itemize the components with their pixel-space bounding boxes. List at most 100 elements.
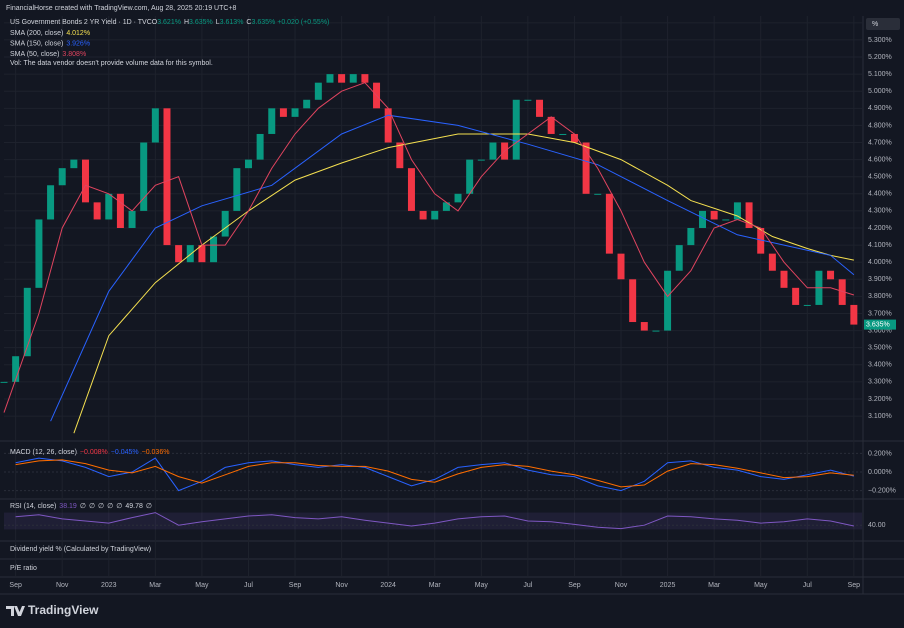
y-tick-label: 5.000% — [868, 88, 892, 95]
y-tick-label: 4.600% — [868, 156, 892, 163]
sma-name: SMA (50, close) — [10, 51, 59, 58]
candle — [268, 108, 276, 134]
indicator-title: MACD (12, 26, close) — [10, 449, 77, 456]
sma-legend: SMA (200, close) 4.012%SMA (150, close) 3.… — [10, 30, 90, 58]
candle — [605, 193, 613, 254]
indicator-line — [15, 459, 854, 488]
candle — [454, 193, 462, 203]
candle — [105, 193, 113, 220]
candle — [617, 253, 625, 280]
candle — [640, 322, 648, 331]
candle — [559, 133, 567, 135]
indicator-value: −0.036% — [142, 449, 170, 456]
x-tick-label: Sep — [9, 582, 22, 589]
candle — [652, 330, 660, 332]
logo — [6, 606, 25, 616]
y-tick-label: 4.200% — [868, 225, 892, 232]
indicator-value: −0.008% — [80, 449, 108, 456]
y-tick-label: 40.00 — [868, 522, 886, 529]
pane-separators — [0, 16, 904, 595]
ohlc-value: 3.635% — [189, 19, 213, 26]
y-tick-label: −0.200% — [868, 487, 896, 494]
indicator-value: 38.19 — [59, 503, 77, 510]
ohlc-key: C — [246, 19, 251, 26]
candle — [256, 133, 264, 160]
symbol: US Government Bonds 2 YR Yield · 1D · TV… — [10, 19, 152, 26]
candle — [338, 74, 346, 83]
sma-value: 3.926% — [66, 40, 90, 47]
indicator-value: ∅ — [89, 503, 95, 510]
candle — [12, 356, 20, 382]
candle — [768, 253, 776, 271]
candle — [233, 168, 241, 211]
logo-text: TradingView — [28, 603, 99, 617]
candle — [140, 142, 148, 211]
candle — [489, 142, 497, 160]
candle — [570, 133, 578, 143]
last-price-label: 3.635% — [866, 321, 890, 328]
indicator-value: ∅ — [80, 503, 86, 510]
candle — [710, 210, 718, 220]
y-tick-label: 3.200% — [868, 396, 892, 403]
y-tick-label: 4.000% — [868, 259, 892, 266]
candle — [780, 270, 788, 288]
candle — [850, 304, 858, 325]
x-tick-label: Mar — [708, 582, 721, 589]
indicator-legend: RSI (14, close) 38.19 ∅ ∅ ∅ ∅ ∅ 49.78 ∅ — [10, 503, 152, 510]
volume-note: Vol: The data vendor doesn't provide vol… — [10, 60, 213, 67]
x-tick-label: Nov — [335, 582, 348, 589]
indicator-value: −0.045% — [111, 449, 139, 456]
candle — [35, 219, 43, 288]
y-tick-label: 5.100% — [868, 71, 892, 78]
y-tick-label: 3.100% — [868, 413, 892, 420]
x-tick-label: 2023 — [101, 582, 117, 589]
ohlc-key: L — [216, 19, 220, 26]
y-tick-label: 4.700% — [868, 139, 892, 146]
candle — [93, 202, 101, 220]
candle — [361, 74, 369, 83]
candle — [279, 108, 287, 117]
unit-button[interactable] — [866, 18, 900, 30]
indicator-value: ∅ — [107, 503, 113, 510]
candle — [722, 219, 730, 221]
dividend-pane-title: Dividend yield % (Calculated by TradingV… — [10, 546, 151, 553]
x-tick-label: Sep — [848, 582, 861, 589]
candle — [745, 202, 753, 228]
indicator-value: 49.78 — [125, 503, 143, 510]
unit-button-label[interactable]: % — [872, 21, 878, 28]
ohlc-value: 3.621% — [157, 19, 181, 26]
candle — [116, 193, 124, 228]
candle — [58, 168, 66, 186]
x-tick-label: Jul — [244, 582, 253, 589]
indicator-value: ∅ — [116, 503, 122, 510]
candle — [210, 236, 218, 263]
candle — [757, 228, 765, 254]
sma-value: 3.808% — [62, 51, 86, 58]
sma-name: SMA (200, close) — [10, 30, 63, 37]
ohlc-key: O — [152, 19, 158, 26]
candle — [629, 279, 637, 323]
candle — [827, 270, 835, 280]
x-tick-label: May — [754, 582, 768, 589]
x-tick-label: 2024 — [380, 582, 396, 589]
candle — [175, 245, 183, 263]
candle — [477, 159, 485, 161]
candle — [431, 210, 439, 220]
candle — [23, 287, 31, 357]
candle — [291, 108, 299, 117]
y-tick-label: 3.500% — [868, 345, 892, 352]
sma-legend-entry: SMA (50, close) 3.808% — [10, 51, 86, 58]
x-tick-label: Mar — [149, 582, 162, 589]
y-tick-label: 0.000% — [868, 469, 892, 476]
candle — [396, 142, 404, 169]
y-tick-label: 4.900% — [868, 105, 892, 112]
x-tick-label: Jul — [523, 582, 532, 589]
ohlc-value: 3.635% — [251, 19, 275, 26]
candle — [407, 168, 415, 211]
candle — [442, 202, 450, 211]
candle — [82, 159, 89, 203]
y-tick-label: 4.800% — [868, 122, 892, 129]
candle — [466, 159, 474, 194]
y-tick-label: 4.400% — [868, 191, 892, 198]
